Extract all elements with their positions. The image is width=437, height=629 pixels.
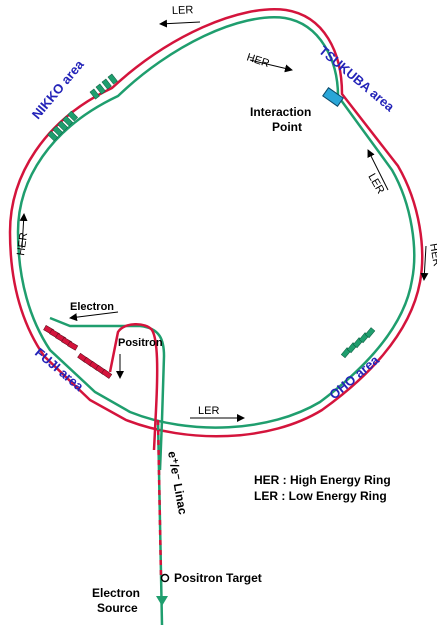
tsukuba-area-label: TSUKUBA area	[316, 43, 398, 115]
legend-ler: LER : Low Energy Ring	[254, 489, 387, 503]
her-right-arrow	[420, 245, 429, 281]
electron-arrow	[69, 311, 119, 322]
ler-right-arrow	[367, 149, 389, 191]
her-ring	[8, 8, 424, 438]
fuji-magnets	[43, 325, 113, 379]
ler-right-label: LER	[365, 172, 386, 197]
positron-target-point	[160, 573, 170, 583]
ler-ring	[16, 16, 416, 429]
nikko-magnets	[47, 73, 118, 142]
electron-source-label-line2: Source	[97, 601, 138, 615]
positron-label: Positron	[118, 337, 163, 349]
nikko-area-label: NIKKO area	[29, 56, 87, 122]
interaction-point-label-line2: Point	[272, 120, 302, 134]
positron-target-label: Positron Target	[174, 571, 262, 585]
legend-her: HER : High Energy Ring	[254, 473, 391, 487]
her-left-label: HER	[15, 232, 30, 257]
positron-injection-line	[108, 323, 159, 451]
linac-red	[156, 419, 163, 579]
ler-top-label: LER	[172, 4, 194, 17]
electron-injection-line	[49, 316, 166, 471]
oho-area-label: OHO area	[326, 352, 382, 403]
oho-magnets	[340, 327, 376, 359]
electron-source-label-line1: Electron	[92, 586, 140, 600]
her-top-arrow	[249, 59, 293, 73]
electron-source-arrow	[156, 596, 168, 606]
fuji-area-label: FUJI area	[32, 345, 87, 395]
ler-top-arrow	[159, 19, 201, 28]
interaction-point-label-line1: Interaction	[250, 105, 311, 119]
linac-label: e⁺/e⁻ Linac	[165, 450, 190, 516]
ler-bottom-label: LER	[198, 405, 219, 417]
her-top-label: HER	[245, 51, 271, 70]
interaction-point-marker	[322, 87, 344, 107]
electron-label: Electron	[70, 301, 114, 313]
her-right-label: HER	[427, 242, 437, 267]
her-left-arrow	[19, 213, 28, 249]
